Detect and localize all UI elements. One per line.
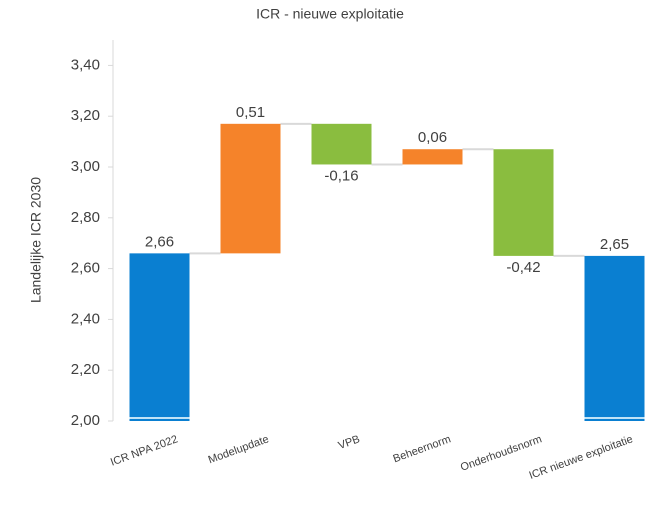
value-label: 0,06 xyxy=(418,129,447,146)
x-tick-label: ICR nieuwe exploitatie xyxy=(528,433,635,482)
y-tick-label: 2,20 xyxy=(71,361,100,378)
y-tick-label: 3,20 xyxy=(71,107,100,124)
y-axis-label: Landelijke ICR 2030 xyxy=(28,177,44,303)
value-label: 2,65 xyxy=(600,236,629,253)
bar xyxy=(311,123,372,165)
value-label: -0,42 xyxy=(506,259,540,276)
value-label: 2,66 xyxy=(145,233,174,250)
bar xyxy=(402,149,463,165)
y-tick-label: 2,80 xyxy=(71,209,100,226)
y-tick-label: 3,00 xyxy=(71,158,100,175)
y-tick-label: 3,40 xyxy=(71,56,100,73)
value-label: -0,16 xyxy=(324,167,358,184)
bar xyxy=(129,253,190,421)
bar xyxy=(220,123,281,254)
y-tick-label: 2,00 xyxy=(71,412,100,429)
chart-title: ICR - nieuwe exploitatie xyxy=(256,6,404,22)
x-tick-label: Beheernorm xyxy=(392,433,453,465)
y-tick-label: 2,60 xyxy=(71,260,100,277)
x-tick-label: VPB xyxy=(337,433,362,452)
y-tick-label: 2,40 xyxy=(71,310,100,327)
x-tick-label: Onderhoudsnorm xyxy=(459,433,544,474)
x-tick-label: Modelupdate xyxy=(207,433,271,466)
x-tick-label: ICR NPA 2022 xyxy=(109,433,180,468)
value-label: 0,51 xyxy=(236,104,265,121)
bar xyxy=(584,255,645,421)
bar xyxy=(493,149,554,256)
